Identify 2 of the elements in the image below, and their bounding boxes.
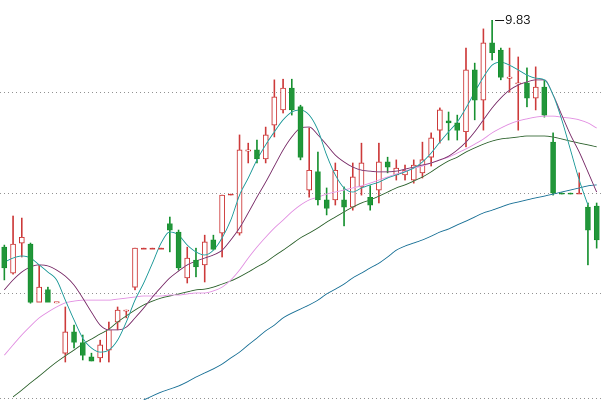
candlestick [446, 112, 452, 140]
annotation: 9.83 [505, 12, 530, 28]
